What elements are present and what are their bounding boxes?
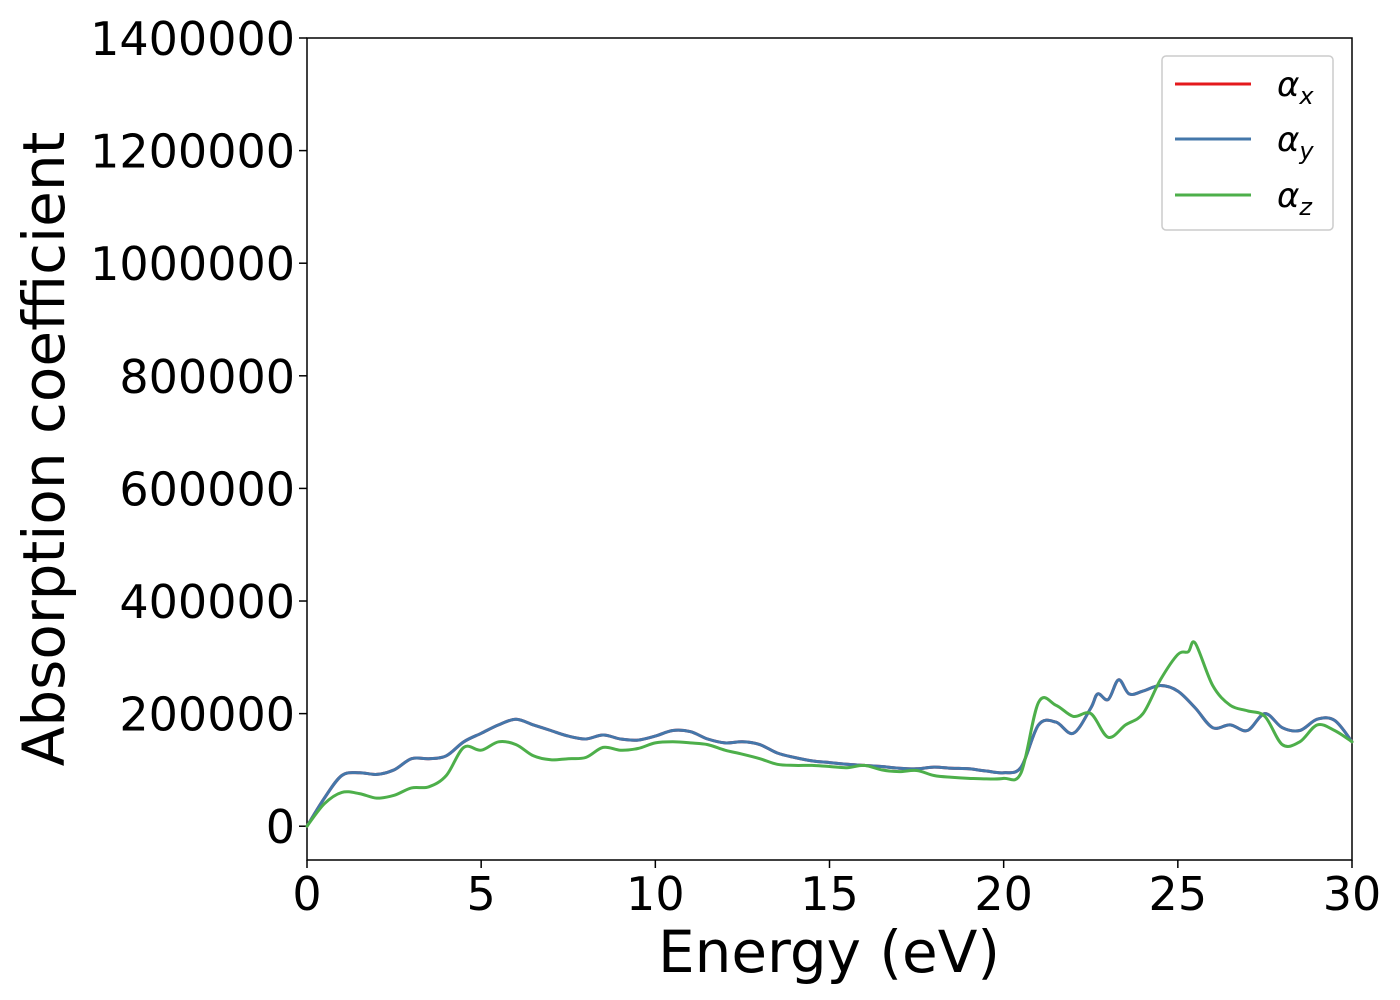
legend-label-x: αx <box>1277 65 1314 110</box>
y-tick-label: 1200000 <box>90 125 295 179</box>
y-axis-title: Absorption coefficient <box>10 132 78 767</box>
legend-label-subscript: y <box>1298 137 1314 165</box>
legend-label-base: α <box>1277 65 1299 105</box>
x-tick-label: 0 <box>292 867 321 921</box>
x-tick-label: 10 <box>626 867 685 921</box>
y-axis-ticks: 0 200000 400000 600000 800000 1000000 1200000 1… <box>90 12 307 854</box>
x-tick-label: 20 <box>974 867 1033 921</box>
y-tick-label: 1400000 <box>90 12 295 66</box>
y-tick-label: 800000 <box>119 350 295 404</box>
y-tick-label: 600000 <box>119 462 295 516</box>
x-tick-label: 30 <box>1323 867 1382 921</box>
x-axis-title: Energy (eV) <box>658 918 1000 986</box>
x-tick-label: 25 <box>1149 867 1208 921</box>
plot-lines <box>305 640 1354 828</box>
y-tick-label: 400000 <box>119 575 295 629</box>
legend-label-base: α <box>1277 176 1299 216</box>
y-tick-label: 0 <box>266 800 295 854</box>
y-tick-label: 200000 <box>119 688 295 742</box>
series-line-z <box>305 640 1354 828</box>
x-tick-label: 15 <box>800 867 859 921</box>
legend-label-subscript: x <box>1298 82 1314 110</box>
x-axis-ticks: 0 5 10 15 20 25 30 <box>292 860 1381 921</box>
x-tick-label: 5 <box>467 867 496 921</box>
legend-box <box>1161 55 1334 231</box>
series-line-y <box>305 678 1354 828</box>
legend-label-subscript: z <box>1298 193 1313 221</box>
legend-label-base: α <box>1277 120 1299 160</box>
legend-label-z: αz <box>1277 176 1313 221</box>
y-tick-label: 1000000 <box>90 237 295 291</box>
legend-label-y: αy <box>1277 120 1314 165</box>
